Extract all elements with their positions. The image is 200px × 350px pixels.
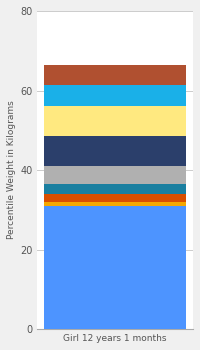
Bar (44, 202, 186, 206)
Bar (44, 166, 186, 184)
Y-axis label: Percentile Weight in Kilograms: Percentile Weight in Kilograms (7, 101, 16, 239)
Bar (44, 106, 186, 136)
Bar (44, 184, 186, 194)
Bar (44, 194, 186, 202)
Bar (44, 85, 186, 106)
Bar (44, 65, 186, 85)
Bar (44, 206, 186, 329)
Bar (44, 136, 186, 166)
